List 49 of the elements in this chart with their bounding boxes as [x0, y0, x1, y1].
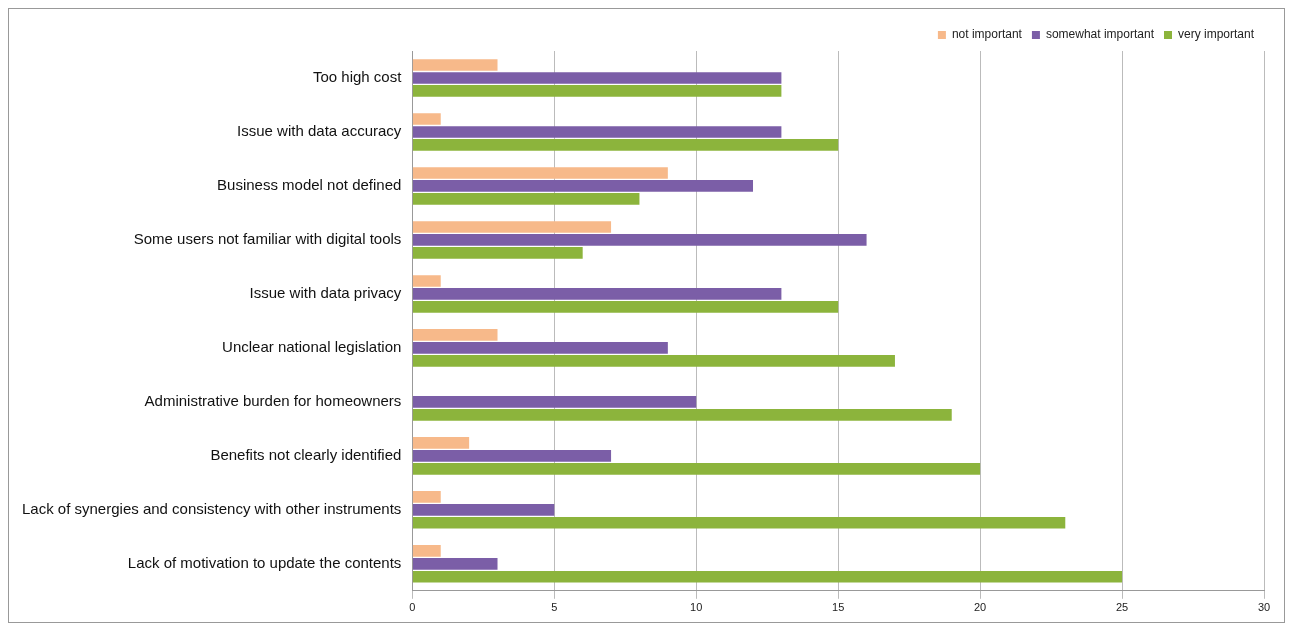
bar — [412, 221, 612, 233]
y-tick-label: Unclear national legislation — [222, 338, 402, 356]
bar — [412, 504, 555, 516]
bar — [412, 450, 612, 462]
x-tick-label: 20 — [973, 601, 987, 614]
y-tick-label: Benefits not clearly identified — [210, 445, 402, 463]
y-tick-label: Business model not defined — [217, 176, 402, 194]
bar — [412, 355, 895, 367]
x-tick-label: 5 — [551, 601, 558, 614]
bar — [412, 437, 470, 449]
bar — [412, 72, 782, 84]
x-tick-label: 15 — [832, 601, 845, 614]
bar — [412, 545, 441, 557]
bar — [412, 288, 782, 300]
y-tick-label: Issue with data accuracy — [237, 122, 402, 140]
y-tick-label: Some users not familiar with digital tools — [133, 230, 402, 248]
bar — [412, 139, 839, 151]
bar — [412, 113, 441, 125]
legend-label: somewhat important — [1045, 27, 1155, 42]
y-tick-label: Lack of motivation to update the contents — [127, 553, 402, 571]
bar — [412, 275, 441, 287]
legend-label: not important — [951, 27, 1023, 42]
bar — [412, 180, 754, 192]
y-tick-label: Lack of synergies and consistency with other instruments — [21, 499, 402, 517]
bar — [412, 342, 668, 354]
bar — [412, 126, 782, 138]
bar — [412, 59, 498, 71]
bar — [412, 396, 697, 408]
bar — [412, 193, 640, 205]
x-tick-label: 25 — [1115, 601, 1129, 614]
bar — [412, 409, 952, 421]
x-tick-label: 30 — [1257, 601, 1271, 614]
bar — [412, 167, 668, 179]
legend-label: very important — [1177, 27, 1255, 42]
y-tick-label: Too high cost — [312, 68, 403, 86]
x-tick-label: 0 — [409, 601, 416, 614]
bar — [412, 329, 498, 341]
bar — [412, 234, 867, 246]
y-tick-label: Administrative burden for homeowners — [144, 392, 402, 410]
bar — [412, 247, 583, 259]
bar — [412, 557, 498, 570]
bar — [412, 301, 839, 313]
bar — [412, 462, 981, 475]
x-tick-label: 10 — [690, 601, 703, 614]
bar — [412, 85, 782, 97]
bar — [412, 491, 441, 503]
bar — [412, 516, 1066, 529]
bar — [412, 570, 1123, 583]
y-tick-label: Issue with data privacy — [249, 284, 402, 302]
